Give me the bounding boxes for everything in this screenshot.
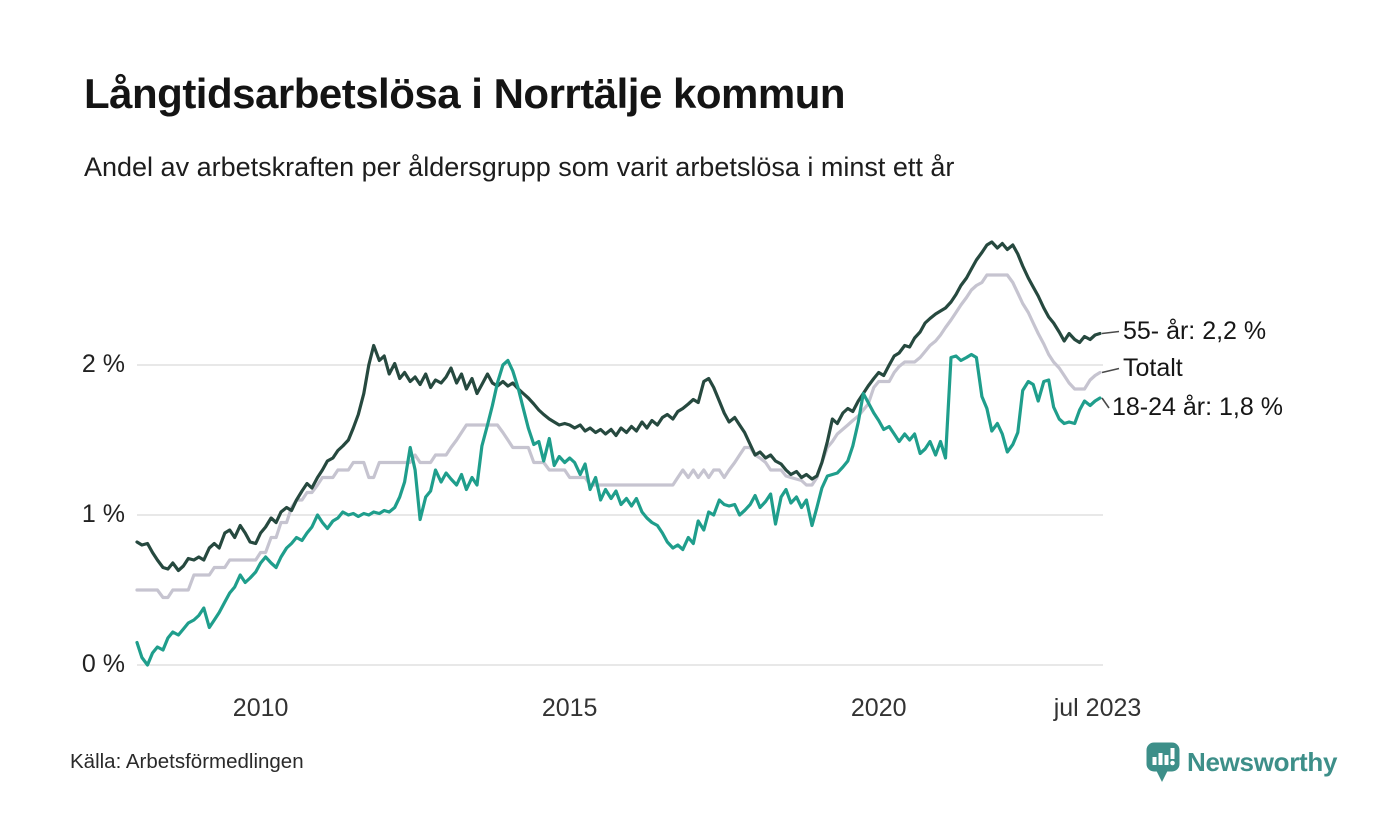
newsworthy-bubble-chart-icon (1146, 742, 1180, 782)
x-tick-label: 2015 (541, 694, 598, 722)
series-line-1 (135, 240, 1102, 573)
series-end-label-totalt: Totalt (1123, 353, 1183, 382)
newsworthy-wordmark: Newsworthy (1187, 747, 1338, 777)
y-tick-label: 2 % (81, 350, 125, 378)
source-note: Källa: Arbetsförmedlingen (70, 750, 304, 773)
x-tick-label: 2020 (850, 694, 907, 722)
series-end-label-55-ar: 55- år: 2,2 % (1123, 316, 1267, 345)
y-tick-label: 0 % (81, 650, 125, 678)
series-end-label-18-24-ar: 18-24 år: 1,8 % (1112, 393, 1283, 421)
newsworthy-logo: Newsworthy (1146, 742, 1337, 783)
leader-line-0 (1101, 367, 1120, 374)
y-tick-label: 1 % (81, 500, 125, 528)
page-title: Långtidsarbetslösa i Norrtälje kommun (84, 70, 846, 117)
chart-subtitle: Andel av arbetskraften per åldersgrupp s… (84, 152, 955, 182)
x-tick-label: 2010 (232, 694, 289, 722)
series-line-2 (135, 352, 1102, 667)
leader-line-1 (1101, 330, 1120, 335)
leader-line-2 (1101, 397, 1110, 409)
x-tick-label: jul 2023 (1053, 694, 1142, 722)
series-line-0 (135, 273, 1102, 600)
